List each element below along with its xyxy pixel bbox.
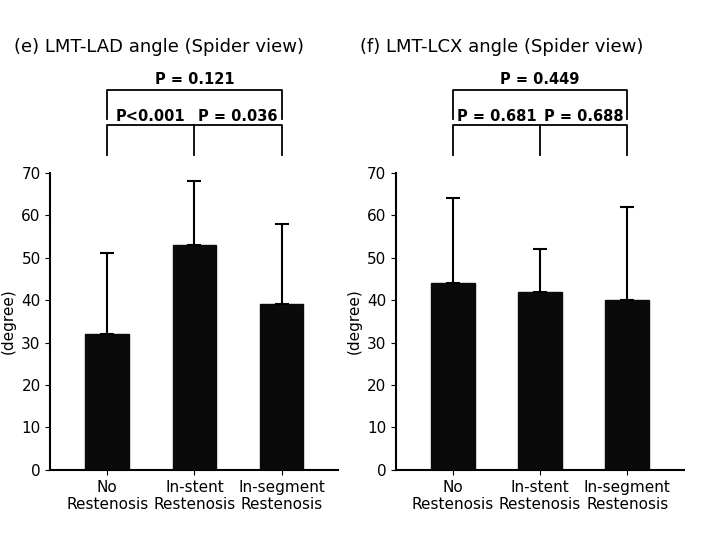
Text: (f) LMT-LCX angle (Spider view): (f) LMT-LCX angle (Spider view) — [360, 38, 644, 56]
Bar — [431, 283, 474, 470]
Text: P<0.001: P<0.001 — [116, 109, 186, 124]
Text: P = 0.681: P = 0.681 — [456, 109, 536, 124]
Y-axis label: (degree): (degree) — [346, 288, 361, 354]
Text: P = 0.688: P = 0.688 — [544, 109, 624, 124]
Bar — [606, 300, 649, 470]
Bar — [85, 334, 129, 470]
Bar — [260, 305, 304, 470]
Text: P = 0.449: P = 0.449 — [500, 72, 580, 86]
Text: (e) LMT-LAD angle (Spider view): (e) LMT-LAD angle (Spider view) — [14, 38, 305, 56]
Bar — [173, 245, 216, 470]
Text: P = 0.121: P = 0.121 — [155, 72, 234, 86]
Y-axis label: (degree): (degree) — [1, 288, 16, 354]
Text: P = 0.036: P = 0.036 — [198, 109, 278, 124]
Bar — [518, 292, 562, 470]
